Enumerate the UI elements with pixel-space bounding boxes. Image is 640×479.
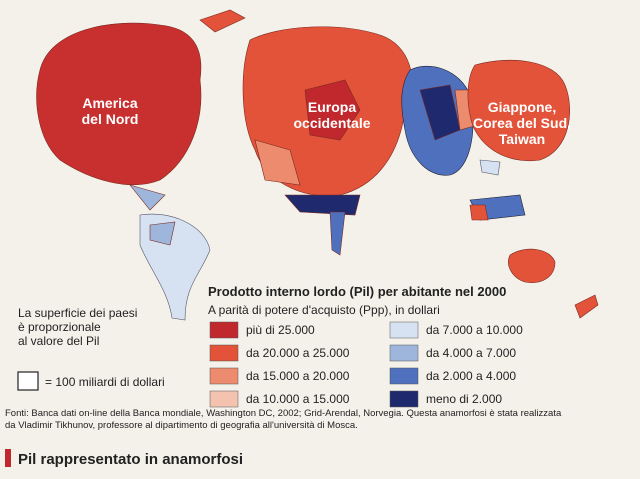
legend-swatch xyxy=(389,390,419,408)
taiwan-region xyxy=(479,159,501,176)
region-label: America xyxy=(82,95,137,111)
note-line: è proporzionale xyxy=(18,320,101,334)
source: Fonti: Banca dati on-line della Banca mo… xyxy=(5,408,562,431)
legend-label: da 10.000 a 15.000 xyxy=(246,392,350,406)
scale-square xyxy=(17,371,39,391)
singapore xyxy=(469,204,489,221)
region-label: del Nord xyxy=(82,111,139,127)
note-line: al valore del Pil xyxy=(18,334,99,348)
footer-marker xyxy=(5,449,11,467)
legend-subtitle: A parità di potere d'acquisto (Ppp), in … xyxy=(208,303,440,317)
iberia xyxy=(254,139,301,186)
cartogram xyxy=(36,9,599,321)
legend-swatch xyxy=(389,321,419,339)
legend-swatch xyxy=(209,344,239,362)
region-label: Europa xyxy=(308,99,356,115)
legend-title: Prodotto interno lordo (Pil) per abitant… xyxy=(208,284,506,299)
region-label: occidentale xyxy=(293,115,370,131)
africa-north xyxy=(284,194,361,216)
legend-swatch xyxy=(389,367,419,385)
south-africa xyxy=(329,211,346,256)
central-america xyxy=(129,184,166,211)
region-label: Taiwan xyxy=(499,131,545,147)
greenland xyxy=(199,9,246,33)
legend-label: da 20.000 a 25.000 xyxy=(246,346,350,360)
legend-swatch xyxy=(209,390,239,408)
legend-label: da 4.000 a 7.000 xyxy=(426,346,516,360)
core-europe xyxy=(304,79,361,141)
legend-swatch xyxy=(389,344,419,362)
scale-text: = 100 miliardi di dollari xyxy=(45,375,165,389)
region-label: Giappone, xyxy=(488,99,556,115)
brazil xyxy=(149,221,176,246)
source-line: Fonti: Banca dati on-line della Banca mo… xyxy=(5,408,562,419)
legend-swatch xyxy=(209,321,239,339)
footer-title: Pil rappresentato in anamorfosi xyxy=(18,451,243,468)
legend-label: meno di 2.000 xyxy=(426,392,502,406)
source-line: da Vladimir Tikhunov, professore al dipa… xyxy=(5,420,358,431)
legend-label: da 7.000 a 10.000 xyxy=(426,323,523,337)
north-america xyxy=(36,22,202,186)
legend-swatch xyxy=(209,367,239,385)
new-zealand xyxy=(574,294,599,319)
legend: più di 25.000 da 20.000 a 25.000 da 15.000… xyxy=(209,321,523,408)
australia xyxy=(508,248,556,283)
note-line: La superficie dei paesi xyxy=(18,306,137,320)
japan xyxy=(467,59,570,162)
legend-label: da 2.000 a 4.000 xyxy=(426,369,516,383)
legend-label: da 15.000 a 20.000 xyxy=(246,369,350,383)
region-label: Corea del Sud, xyxy=(473,115,571,131)
legend-label: più di 25.000 xyxy=(246,323,315,337)
